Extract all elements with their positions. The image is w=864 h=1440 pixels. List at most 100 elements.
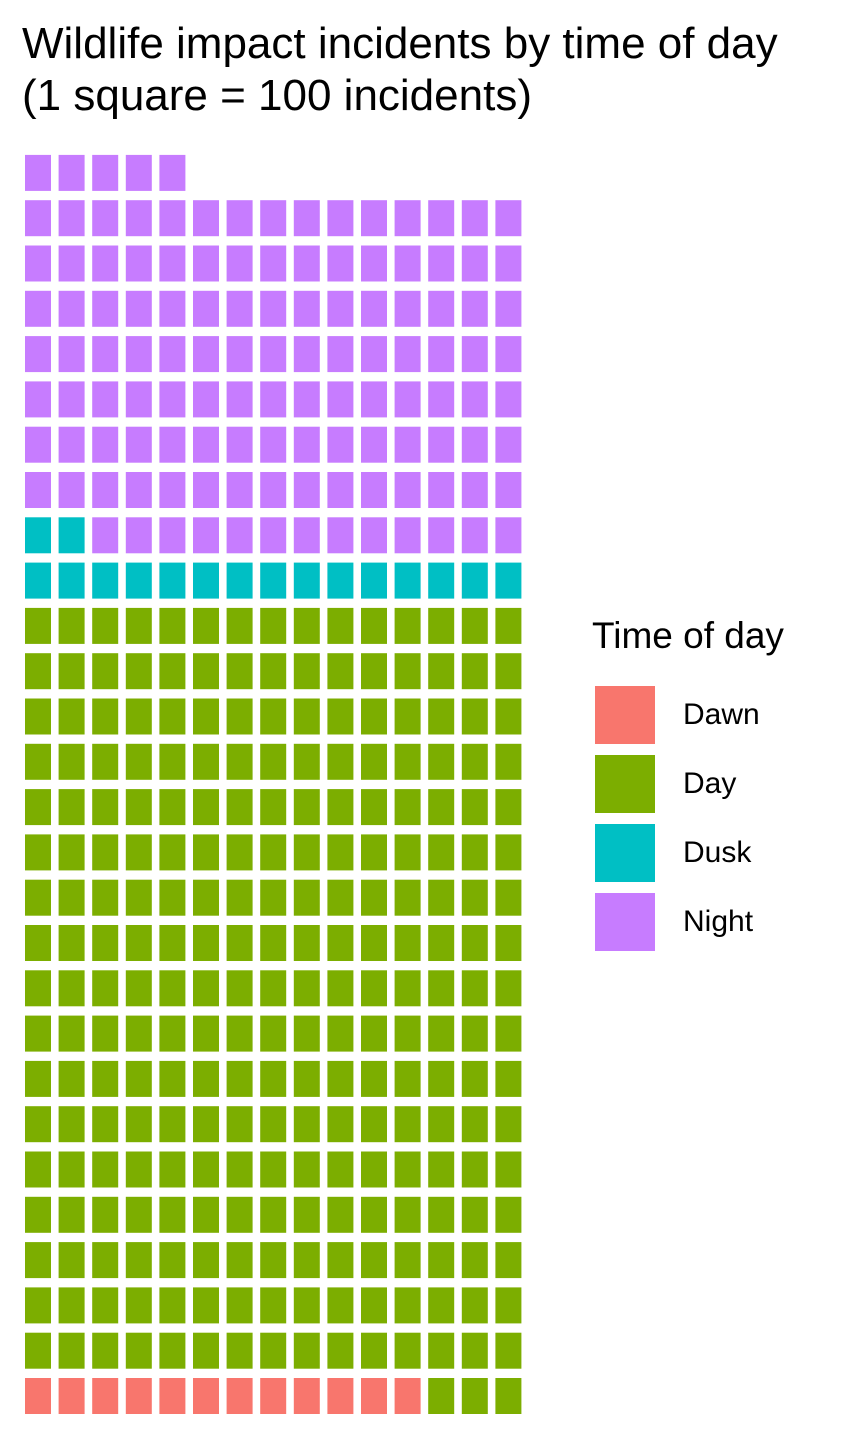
- waffle-square-night: [361, 245, 387, 282]
- waffle-square-day: [461, 1378, 488, 1414]
- waffle-square-day: [193, 789, 219, 826]
- waffle-square-night: [193, 381, 219, 418]
- waffle-square-day: [92, 970, 119, 1007]
- waffle-square-day: [193, 970, 219, 1007]
- waffle-square-dawn: [25, 1378, 51, 1414]
- waffle-square-night: [92, 245, 119, 282]
- waffle-square-dusk: [125, 562, 152, 599]
- waffle-square-day: [226, 1106, 253, 1143]
- waffle-square-day: [125, 1151, 152, 1188]
- waffle-square-night: [327, 200, 354, 237]
- waffle-square-night: [159, 200, 186, 237]
- waffle-square-day: [461, 925, 488, 961]
- waffle-square-day: [226, 1287, 253, 1324]
- waffle-square-day: [495, 1015, 522, 1052]
- waffle-square-day: [193, 698, 219, 735]
- legend-label: Dawn: [683, 697, 760, 731]
- waffle-square-night: [361, 336, 387, 373]
- waffle-square-day: [58, 653, 85, 690]
- waffle-square-night: [260, 200, 287, 237]
- waffle-square-day: [58, 607, 85, 644]
- waffle-square-night: [226, 472, 253, 508]
- waffle-square-dawn: [226, 1378, 253, 1414]
- waffle-square-day: [260, 1015, 287, 1052]
- waffle-square-day: [226, 1332, 253, 1369]
- waffle-square-day: [495, 1287, 522, 1324]
- waffle-square-day: [125, 653, 152, 690]
- waffle-square-night: [226, 200, 253, 237]
- waffle-square-night: [327, 472, 354, 508]
- waffle-square-day: [327, 1332, 354, 1369]
- waffle-square-day: [125, 1106, 152, 1143]
- waffle-square-day: [125, 698, 152, 735]
- waffle-square-day: [58, 743, 85, 780]
- waffle-square-day: [495, 1060, 522, 1097]
- waffle-square-dusk: [25, 562, 51, 599]
- waffle-square-night: [361, 426, 387, 463]
- waffle-square-day: [159, 653, 186, 690]
- waffle-square-day: [92, 607, 119, 644]
- waffle-square-day: [394, 970, 421, 1007]
- chart-title-line: Wildlife impact incidents by time of day: [22, 19, 778, 68]
- waffle-square-night: [461, 426, 488, 463]
- waffle-square-night: [226, 290, 253, 327]
- waffle-square-day: [58, 789, 85, 826]
- waffle-square-night: [394, 381, 421, 418]
- waffle-square-night: [327, 381, 354, 418]
- waffle-square-day: [461, 1332, 488, 1369]
- waffle-square-day: [25, 1106, 51, 1143]
- waffle-square-night: [260, 290, 287, 327]
- waffle-square-day: [159, 789, 186, 826]
- waffle-square-dawn: [260, 1378, 287, 1414]
- legend: Time of day Dawn Day Dusk Night: [592, 612, 784, 956]
- chart-title: Wildlife impact incidents by time of day…: [22, 18, 778, 122]
- waffle-square-day: [361, 1196, 387, 1233]
- legend-key-dawn: [595, 685, 655, 744]
- waffle-square-night: [159, 381, 186, 418]
- waffle-square-night: [495, 245, 522, 282]
- waffle-square-day: [92, 925, 119, 961]
- waffle-square-day: [327, 1242, 354, 1279]
- waffle-square-night: [428, 517, 455, 554]
- waffle-square-day: [293, 653, 320, 690]
- waffle-square-day: [159, 1060, 186, 1097]
- waffle-square-night: [361, 472, 387, 508]
- waffle-square-day: [428, 970, 455, 1007]
- waffle-square-day: [394, 743, 421, 780]
- waffle-square-night: [58, 290, 85, 327]
- waffle-square-day: [260, 1332, 287, 1369]
- waffle-square-day: [293, 1106, 320, 1143]
- waffle-square-night: [394, 200, 421, 237]
- waffle-square-day: [327, 653, 354, 690]
- waffle-square-night: [361, 290, 387, 327]
- waffle-square-day: [461, 743, 488, 780]
- waffle-square-night: [193, 472, 219, 508]
- waffle-square-day: [461, 1287, 488, 1324]
- waffle-square-day: [125, 834, 152, 871]
- waffle-square-night: [394, 426, 421, 463]
- waffle-square-day: [226, 1060, 253, 1097]
- waffle-square-day: [394, 607, 421, 644]
- waffle-square-day: [361, 1287, 387, 1324]
- waffle-square-day: [193, 834, 219, 871]
- waffle-square-day: [327, 607, 354, 644]
- waffle-square-day: [25, 834, 51, 871]
- waffle-square-day: [58, 879, 85, 916]
- waffle-square-day: [361, 789, 387, 826]
- waffle-square-day: [327, 1287, 354, 1324]
- legend-item-night: Night: [592, 887, 784, 956]
- legend-label: Day: [683, 766, 737, 800]
- waffle-square-day: [495, 789, 522, 826]
- waffle-square-night: [293, 426, 320, 463]
- waffle-square-day: [428, 1242, 455, 1279]
- waffle-square-night: [293, 200, 320, 237]
- waffle-square-day: [394, 925, 421, 961]
- waffle-square-night: [25, 472, 51, 508]
- waffle-square-dawn: [327, 1378, 354, 1414]
- waffle-square-dusk: [92, 562, 119, 599]
- waffle-square-day: [428, 1015, 455, 1052]
- waffle-square-night: [461, 245, 488, 282]
- waffle-square-night: [495, 426, 522, 463]
- waffle-square-day: [193, 1106, 219, 1143]
